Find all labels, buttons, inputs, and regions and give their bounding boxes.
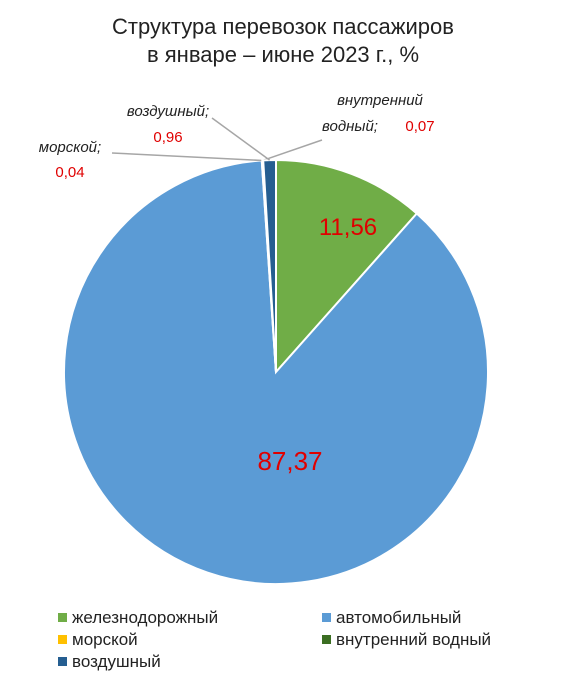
leader-line	[111, 152, 263, 162]
category-name: воздушный	[127, 103, 206, 120]
legend-marker	[58, 635, 67, 644]
chart-title: Структура перевозок пассажиров	[112, 14, 454, 39]
label-separator: ;	[205, 103, 209, 120]
category-name: морской	[39, 139, 98, 156]
category-label: морской;	[39, 139, 101, 156]
label-separator: ;	[97, 139, 101, 156]
value-label: 0,04	[55, 164, 84, 181]
pie-slice	[63, 159, 489, 585]
category-label: внутренний водный;	[322, 92, 424, 135]
value-label: 87,37	[257, 446, 322, 476]
chart-title: в январе – июне 2023 г., %	[147, 42, 419, 67]
value-label: 0,96	[153, 129, 182, 146]
pie-slice	[262, 158, 277, 373]
label-separator: ;	[374, 118, 378, 135]
legend-marker	[58, 613, 67, 622]
category-label-part: внутренний	[337, 92, 423, 109]
value-label: 0,07	[405, 118, 434, 135]
legend-label: автомобильный	[336, 608, 461, 627]
leader-line	[211, 117, 271, 161]
leader-line	[262, 139, 323, 162]
legend-marker	[322, 613, 331, 622]
category-label: воздушный;	[127, 103, 209, 120]
legend-label: морской	[72, 630, 138, 649]
value-label: 11,56	[319, 214, 377, 241]
legend-label: внутренний водный	[336, 630, 491, 649]
legend-label: воздушный	[72, 652, 161, 671]
legend-marker	[58, 657, 67, 666]
category-label-part: водный	[322, 118, 374, 135]
pie-slice	[275, 158, 419, 375]
legend-label: железнодорожный	[72, 608, 218, 627]
legend-marker	[322, 635, 331, 644]
